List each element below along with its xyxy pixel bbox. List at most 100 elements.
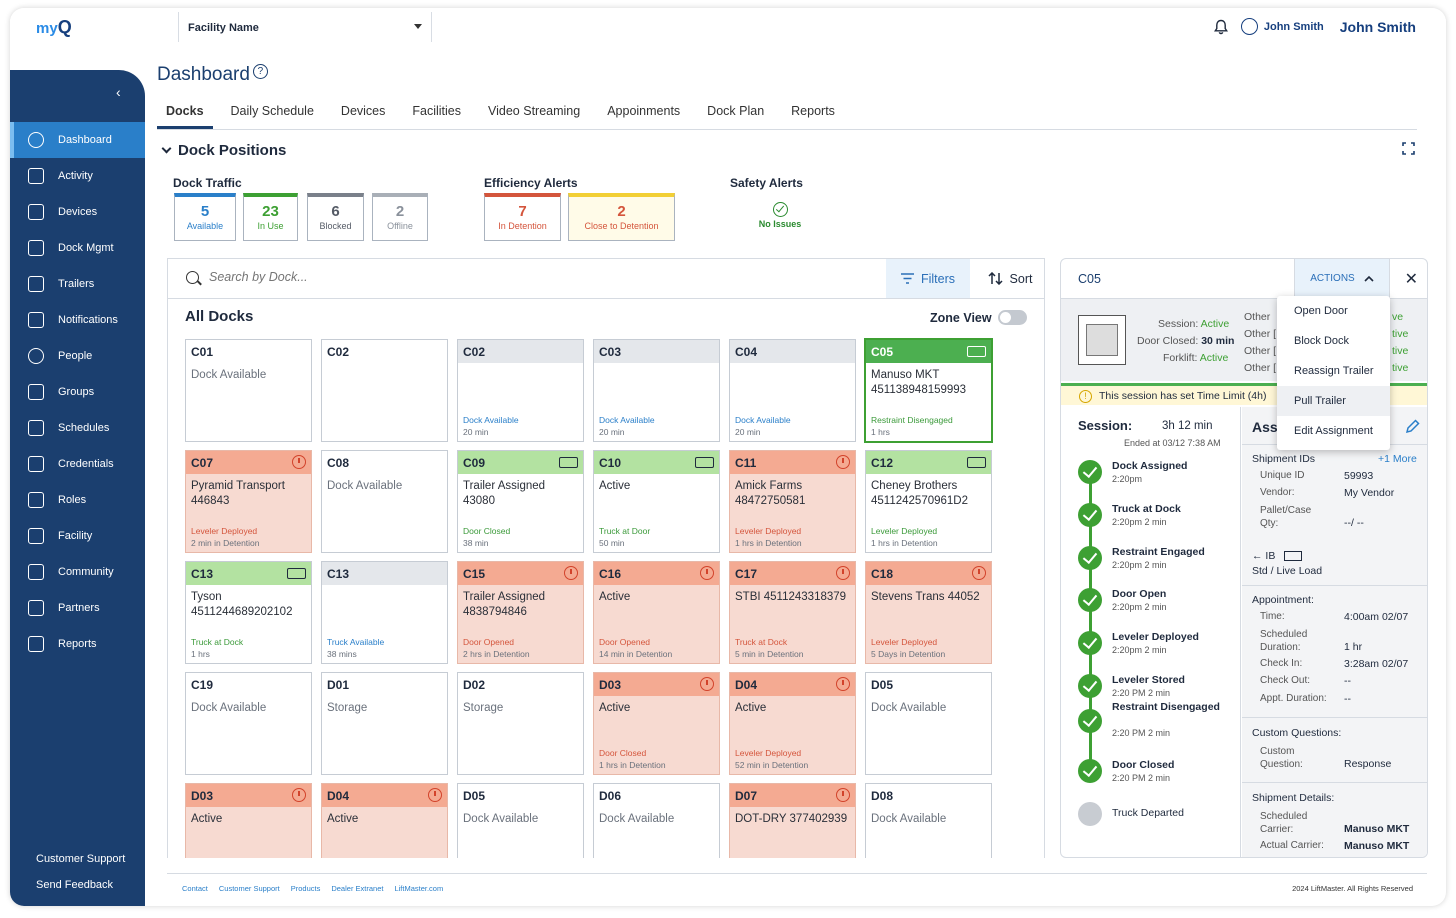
- menu-item-reassign-trailer[interactable]: Reassign Trailer: [1294, 365, 1374, 377]
- sidebar-item-trailers[interactable]: Trailers: [10, 266, 145, 302]
- event-name: Door Closed: [1112, 759, 1175, 771]
- sidebar-item-activity[interactable]: Activity: [10, 158, 145, 194]
- tab-devices[interactable]: Devices: [340, 104, 386, 118]
- dock-card-c09[interactable]: C09 Trailer Assigned 43080 Door Closed 38 mi…: [457, 450, 584, 553]
- tab-docks[interactable]: Docks: [157, 102, 213, 129]
- menu-item-open-door[interactable]: Open Door: [1294, 305, 1348, 317]
- dock-card-d02[interactable]: D02 Storage: [457, 672, 584, 775]
- sidebar-item-partners[interactable]: Partners: [10, 590, 145, 626]
- tab-reports[interactable]: Reports: [791, 104, 835, 118]
- actions-button[interactable]: ACTIONS: [1294, 259, 1390, 298]
- search-input[interactable]: [209, 270, 809, 284]
- sidebar-item-groups[interactable]: Groups: [10, 374, 145, 410]
- dock-card-c13[interactable]: C13 Truck Available 38 mins: [321, 561, 448, 664]
- dock-card-c15[interactable]: C15 Trailer Assigned 4838794846 Door Opened…: [457, 561, 584, 664]
- dock-card-d03[interactable]: D03 Active Door Closed 1 hrs in Detention: [593, 672, 720, 775]
- stat-card-blocked[interactable]: 6 Blocked: [307, 193, 364, 241]
- menu-item-edit-assignment[interactable]: Edit Assignment: [1294, 425, 1373, 437]
- dock-card-d05[interactable]: D05 Dock Available: [865, 672, 992, 775]
- stat-card-offline[interactable]: 2 Offline: [372, 193, 428, 241]
- tab-daily-schedule[interactable]: Daily Schedule: [230, 104, 314, 118]
- dock-card-c19[interactable]: C19 Dock Available: [185, 672, 312, 775]
- user-avatar-icon[interactable]: [1240, 18, 1258, 35]
- footer-link[interactable]: Contact: [182, 884, 208, 893]
- dock-card-c16[interactable]: C16 Active Door Opened 14 min in Detention: [593, 561, 720, 664]
- chevron-down-icon: [414, 24, 422, 29]
- more-link[interactable]: +1 More: [1378, 453, 1417, 465]
- facility-select[interactable]: Facility Name: [178, 12, 432, 42]
- bell-icon[interactable]: [1213, 19, 1229, 35]
- edit-pencil-icon[interactable]: [1405, 419, 1420, 434]
- dock-card-c01[interactable]: C01 Dock Available: [185, 339, 312, 442]
- tab-appoinments[interactable]: Appoinments: [607, 104, 681, 118]
- tab-video-streaming[interactable]: Video Streaming: [488, 104, 581, 118]
- filters-button[interactable]: Filters: [886, 259, 970, 298]
- section-header[interactable]: Dock Positions: [161, 142, 286, 159]
- sidebar-item-reports[interactable]: Reports: [10, 626, 145, 662]
- close-icon[interactable]: ✕: [1404, 271, 1418, 288]
- sidebar-item-devices[interactable]: Devices: [10, 194, 145, 230]
- dock-card-c02[interactable]: C02 Dock Available 20 min: [457, 339, 584, 442]
- dock-card-d04[interactable]: D04 Active Leveler Deployed 52 min in Deten…: [729, 672, 856, 775]
- check-circle-icon: [1078, 674, 1102, 698]
- help-icon[interactable]: ?: [252, 64, 268, 79]
- footer-link[interactable]: Customer Support: [218, 884, 280, 893]
- safety-status[interactable]: No Issues: [747, 202, 813, 229]
- dock-card-d06[interactable]: D06 Dock Available: [593, 783, 720, 858]
- dock-status: Leveler Deployed: [735, 748, 802, 758]
- logo[interactable]: myQ: [36, 17, 72, 38]
- stat-card-close-to-detention[interactable]: 2 Close to Detention: [568, 193, 675, 241]
- sidebar-item-schedules[interactable]: Schedules: [10, 410, 145, 446]
- dock-card-c02[interactable]: C02: [321, 339, 448, 442]
- dock-card-text: Active: [599, 702, 631, 714]
- dock-card-d07[interactable]: D07 DOT-DRY 377402939: [729, 783, 856, 858]
- footer-link[interactable]: LiftMaster.com: [394, 884, 444, 893]
- event-time: 2:20pm 2 min: [1112, 645, 1167, 655]
- fullscreen-icon[interactable]: [1402, 142, 1415, 155]
- sidebar-item-community[interactable]: Community: [10, 554, 145, 590]
- sidebar-item-label: Groups: [58, 386, 95, 398]
- collapse-sidebar-icon[interactable]: ‹: [116, 84, 121, 100]
- footer-link[interactable]: Products: [290, 884, 321, 893]
- sidebar-item-dock-mgmt[interactable]: Dock Mgmt: [10, 230, 145, 266]
- dock-card-c05[interactable]: C05 Manuso MKT 451138948159993 Restraint Di…: [864, 338, 993, 443]
- dock-card-c18[interactable]: C18 Stevens Trans 44052 Leveler Deployed 5 …: [865, 561, 992, 664]
- zone-view-toggle[interactable]: [997, 310, 1027, 325]
- sidebar-item-roles[interactable]: Roles: [10, 482, 145, 518]
- dock-card-c08[interactable]: C08 Dock Available: [321, 450, 448, 553]
- dock-card-c04[interactable]: C04 Dock Available 20 min: [729, 339, 856, 442]
- stat-card-in-detention[interactable]: 7 In Detention: [484, 193, 561, 241]
- user-name[interactable]: John Smith: [1339, 18, 1416, 35]
- dock-card-c13[interactable]: C13 Tyson 4511244689202102 Truck at Dock 1 h…: [185, 561, 312, 664]
- sidebar-item-people[interactable]: People: [10, 338, 145, 374]
- stat-card-in-use[interactable]: 23 In Use: [243, 193, 298, 241]
- menu-item-pull-trailer[interactable]: Pull Trailer: [1277, 386, 1390, 416]
- menu-item-block-dock[interactable]: Block Dock: [1294, 335, 1350, 347]
- dock-card-d01[interactable]: D01 Storage: [321, 672, 448, 775]
- sort-button[interactable]: Sort: [976, 259, 1044, 298]
- dock-card-c12[interactable]: C12 Cheney Brothers 4511242570961D2 Leveler…: [865, 450, 992, 553]
- dock-card-c11[interactable]: C11 Amick Farms 48472750581 Leveler Deploye…: [729, 450, 856, 553]
- footer-link[interactable]: Dealer Extranet: [331, 884, 384, 893]
- stat-card-available[interactable]: 5 Available: [174, 193, 236, 241]
- sidebar-item-credentials[interactable]: Credentials: [10, 446, 145, 482]
- dock-card-d03[interactable]: D03 Active: [185, 783, 312, 858]
- dock-card-c07[interactable]: C07 Pyramid Transport 446843 Leveler Deploy…: [185, 450, 312, 553]
- dock-card-code: C16: [594, 562, 719, 585]
- user-name-small[interactable]: John Smith: [1263, 20, 1324, 33]
- tab-facilities[interactable]: Facilities: [412, 104, 462, 118]
- sidebar-item-facility[interactable]: Facility: [10, 518, 145, 554]
- dock-card-d08[interactable]: D08 Dock Available: [865, 783, 992, 858]
- dock-code: D04: [735, 678, 758, 692]
- customer-support-link[interactable]: Customer Support: [36, 853, 126, 865]
- tab-dock-plan[interactable]: Dock Plan: [707, 104, 765, 118]
- dock-card-d04[interactable]: D04 Active: [321, 783, 448, 858]
- dock-card-c10[interactable]: C10 Active Truck at Door 50 min: [593, 450, 720, 553]
- sidebar-item-notifications[interactable]: Notifications: [10, 302, 145, 338]
- send-feedback-link[interactable]: Send Feedback: [36, 879, 114, 891]
- sidebar-item-dashboard[interactable]: Dashboard: [10, 122, 145, 158]
- dock-card-text: Active: [735, 702, 767, 714]
- dock-card-d05[interactable]: D05 Dock Available: [457, 783, 584, 858]
- dock-card-c03[interactable]: C03 Dock Available 20 min: [593, 339, 720, 442]
- dock-card-c17[interactable]: C17 STBI 4511243318379 Truck at Dock 5 min …: [729, 561, 856, 664]
